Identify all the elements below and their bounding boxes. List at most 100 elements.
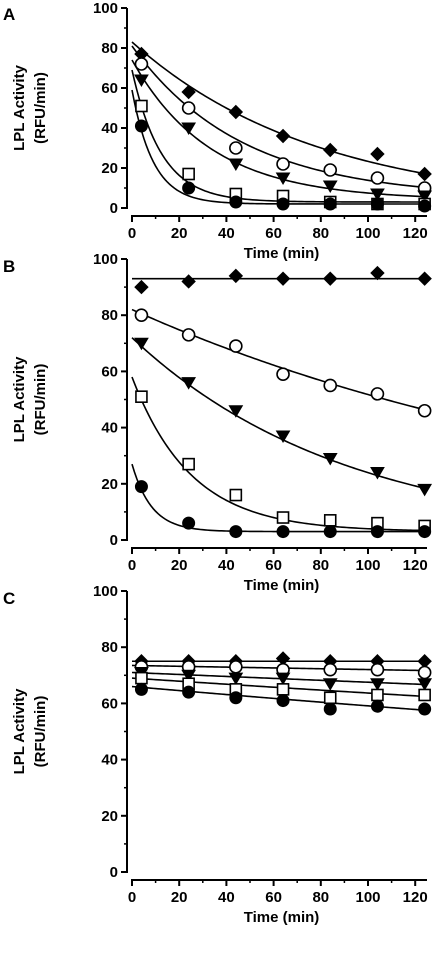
panel-letter: A — [3, 5, 15, 24]
data-point-circle-filled — [370, 525, 384, 539]
x-tick-label: 0 — [128, 225, 136, 242]
x-tick-label: 20 — [171, 557, 188, 574]
x-tick-label: 60 — [265, 225, 282, 242]
x-tick-label: 100 — [355, 889, 380, 906]
x-tick-label: 40 — [218, 225, 235, 242]
fit-curve-diamond-filled — [131, 41, 425, 175]
y-tick-label: 80 — [101, 307, 118, 324]
data-point-triangle-down-filled — [181, 377, 197, 390]
x-tick-label: 40 — [218, 889, 235, 906]
data-point-circle-filled — [323, 197, 337, 211]
x-tick-label: 20 — [171, 889, 188, 906]
y-tick-label: 100 — [93, 0, 118, 17]
x-tick-label: 120 — [403, 557, 428, 574]
x-tick-label: 80 — [312, 557, 329, 574]
data-point-square-open — [135, 671, 148, 685]
y-tick-label: 40 — [101, 120, 118, 137]
data-point-square-open — [276, 511, 290, 524]
data-point-circle-filled — [134, 119, 148, 133]
data-point-triangle-down-filled — [370, 467, 385, 480]
data-point-diamond-filled — [323, 142, 338, 158]
data-point-square-open — [135, 390, 148, 403]
y-tick-label: 80 — [101, 40, 118, 57]
x-tick-label: 100 — [355, 557, 380, 574]
data-point-circle-open — [134, 57, 149, 71]
data-point-triangle-down-filled — [228, 158, 244, 171]
x-axis-title: Time (min) — [244, 909, 320, 926]
y-tick-label: 60 — [101, 695, 118, 712]
data-point-triangle-down-filled — [181, 669, 197, 683]
data-point-square-open — [418, 688, 431, 702]
data-point-circle-filled — [182, 685, 196, 699]
data-point-circle-open — [323, 163, 338, 177]
y-tick-label: 0 — [110, 864, 118, 881]
data-point-diamond-filled — [228, 104, 244, 120]
data-point-circle-open — [276, 367, 290, 382]
y-tick-label: 40 — [101, 420, 118, 437]
data-point-circle-open — [134, 308, 149, 323]
data-point-triangle-down-filled — [275, 172, 291, 185]
data-point-triangle-down-filled — [275, 430, 291, 444]
data-point-circle-open — [229, 339, 243, 353]
data-point-circle-open — [370, 387, 385, 401]
x-tick-label: 80 — [312, 225, 329, 242]
data-point-triangle-down-filled — [275, 672, 291, 686]
data-point-triangle-down-filled — [134, 337, 149, 351]
data-point-circle-filled — [418, 702, 432, 716]
data-point-circle-filled — [182, 516, 196, 530]
data-point-diamond-filled — [417, 166, 432, 182]
data-point-circle-filled — [323, 702, 337, 716]
data-point-circle-open — [370, 662, 385, 677]
data-point-diamond-filled — [134, 279, 149, 295]
y-tick-label: 20 — [101, 808, 118, 825]
panel-letter: B — [3, 257, 15, 276]
fit-curve-triangle-down-filled — [131, 337, 425, 490]
data-point-triangle-down-filled — [228, 672, 244, 686]
y-tick-label: 60 — [101, 80, 118, 97]
data-point-circle-open — [229, 660, 243, 674]
x-tick-label: 0 — [128, 557, 136, 574]
data-point-circle-open — [323, 662, 338, 677]
x-tick-label: 100 — [355, 225, 380, 242]
data-point-circle-open — [323, 378, 338, 393]
data-point-square-open — [323, 691, 337, 705]
data-point-circle-filled — [134, 480, 148, 494]
data-point-square-open — [371, 688, 384, 702]
data-point-triangle-down-filled — [417, 483, 433, 497]
data-point-triangle-down-filled — [322, 453, 338, 466]
y-tick-label: 20 — [101, 476, 118, 493]
data-point-diamond-filled — [323, 271, 338, 286]
y-tick-label: 0 — [110, 200, 118, 217]
x-tick-label: 0 — [128, 889, 136, 906]
x-tick-label: 60 — [265, 889, 282, 906]
data-point-square-open — [182, 457, 195, 471]
x-axis-title: Time (min) — [244, 245, 320, 262]
data-point-circle-filled — [276, 197, 290, 211]
data-point-circle-filled — [229, 691, 243, 705]
data-point-triangle-down-filled — [370, 188, 385, 201]
data-point-circle-open — [181, 328, 196, 342]
data-point-circle-filled — [276, 525, 290, 539]
data-point-circle-filled — [134, 682, 148, 696]
data-point-diamond-filled — [275, 271, 291, 286]
x-tick-label: 20 — [171, 225, 188, 242]
data-point-triangle-down-filled — [417, 678, 433, 691]
data-point-square-open — [276, 683, 290, 696]
data-point-square-open — [182, 167, 195, 181]
data-point-circle-open — [229, 141, 243, 155]
y-axis-title: LPL Activity — [11, 64, 28, 151]
data-point-circle-filled — [418, 525, 432, 539]
data-point-circle-open — [181, 101, 196, 115]
panel-c: C 0 20 40 60 80 100 0 20 40 60 80 100 120 Time (min) LP… — [3, 583, 433, 926]
x-tick-label: 120 — [403, 889, 428, 906]
data-point-diamond-filled — [275, 128, 291, 144]
data-point-square-open — [229, 488, 243, 502]
data-point-triangle-down-filled — [370, 678, 385, 691]
data-point-square-open — [135, 99, 148, 113]
y-tick-label: 40 — [101, 752, 118, 769]
y-axis-title: LPL Activity — [11, 688, 28, 775]
data-point-diamond-filled — [181, 84, 196, 100]
data-point-triangle-down-filled — [322, 678, 338, 691]
y-tick-label: 100 — [93, 251, 118, 268]
